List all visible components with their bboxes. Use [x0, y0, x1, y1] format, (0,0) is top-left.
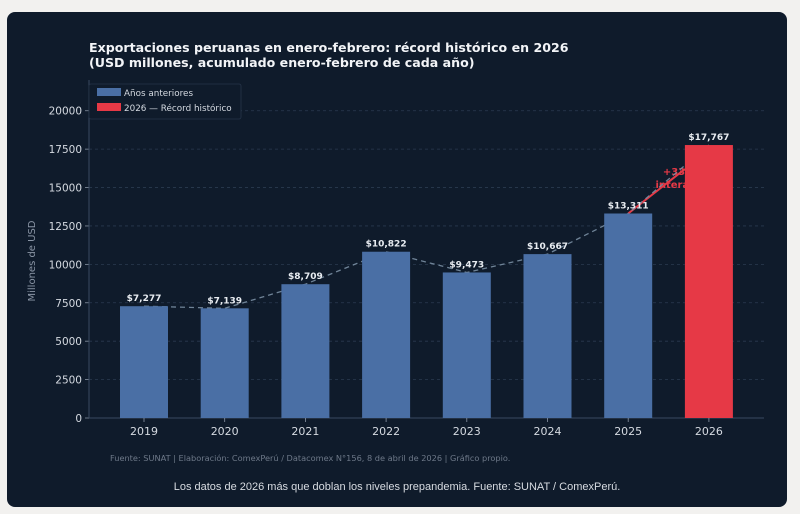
annotation-arrow-line [627, 168, 686, 215]
legend-box [88, 83, 242, 120]
data-label-2024: $10,667 [527, 242, 568, 252]
bars [120, 145, 733, 418]
chart-title: Exportaciones peruanas en enero-febrero:… [89, 40, 569, 70]
trend-line [143, 144, 710, 309]
bar-2026 [684, 145, 733, 418]
x-tick-label: 2024 [534, 425, 562, 438]
bar-2019 [120, 306, 168, 418]
data-label-2021: $8,709 [288, 272, 323, 282]
bar-2024 [523, 254, 572, 418]
x-tick-label: 2022 [372, 425, 400, 438]
x-tick-label: 2026 [695, 425, 723, 438]
data-labels: $7,277 $7,139 $8,709 $10,822 $9,473 $10,667 $1… [127, 133, 730, 306]
x-tick-label: 2021 [291, 425, 319, 438]
chart-title-line2: (USD millones, acumulado enero-febrero d… [89, 54, 475, 70]
x-tick-label: 2025 [614, 425, 642, 438]
x-tick-label: 2020 [211, 425, 239, 438]
y-tick-label: 10000 [49, 259, 82, 271]
x-axis-ticks: 2019 2020 2021 2022 2023 2024 2025 2026 [130, 418, 723, 438]
source-note: Fuente: SUNAT | Elaboración: ComexPerú /… [110, 453, 511, 463]
legend-label-record-2026: 2026 — Récord histórico [124, 103, 232, 114]
bar-2021 [281, 284, 330, 418]
data-label-2023: $9,473 [449, 260, 484, 270]
grid-lines [89, 110, 764, 380]
legend-label-previous-years: Años anteriores [124, 89, 193, 99]
y-axis-label: Millones de USD [27, 220, 38, 301]
y-tick-label: 15000 [49, 183, 82, 195]
bar-chart: 0 2500 5000 7500 10000 12500 15000 17500 20000 M… [27, 80, 764, 438]
bar-2020 [200, 308, 249, 418]
bar-2022 [362, 251, 411, 418]
axis-spines [88, 80, 764, 419]
data-label-2020: $7,139 [207, 296, 242, 306]
chart-title-line1: Exportaciones peruanas en enero-febrero:… [89, 40, 569, 55]
chart-caption: Los datos de 2026 más que doblan los niv… [173, 481, 621, 493]
legend: Años anteriores 2026 — Récord histórico [88, 83, 242, 120]
y-tick-label: 20000 [49, 106, 82, 118]
data-label-2022: $10,822 [366, 240, 407, 250]
y-axis-ticks: 0 2500 5000 7500 10000 12500 15000 17500 20000 [49, 106, 89, 425]
data-label-2026: $17,767 [688, 133, 729, 143]
y-tick-label: 0 [75, 413, 82, 425]
bar-2025 [604, 213, 653, 418]
y-tick-label: 7500 [55, 298, 82, 310]
y-tick-label: 12500 [49, 221, 82, 233]
data-label-2019: $7,277 [127, 294, 162, 304]
y-tick-label: 2500 [55, 375, 82, 387]
annotation-line2: interan [655, 180, 696, 191]
y-tick-label: 17500 [49, 144, 82, 156]
chart-card: Exportaciones peruanas en enero-febrero:… [7, 12, 787, 507]
x-tick-label: 2019 [130, 425, 158, 438]
legend-swatch-previous-years [97, 88, 121, 96]
legend-swatch-record-2026 [97, 103, 121, 111]
x-tick-label: 2023 [453, 425, 481, 438]
trend-line-group [143, 144, 710, 309]
bar-2023 [442, 272, 491, 418]
y-tick-label: 5000 [55, 336, 82, 348]
data-label-2025: $13,311 [608, 201, 649, 211]
